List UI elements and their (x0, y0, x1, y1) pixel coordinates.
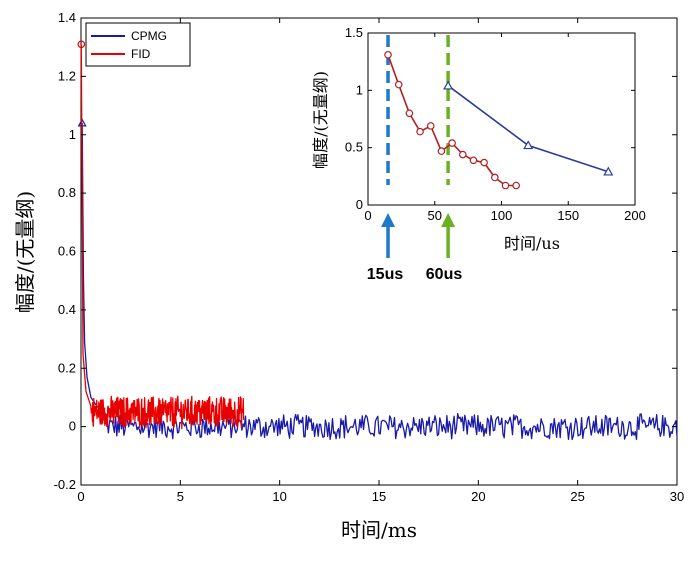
inset-x-tick-label: 150 (557, 208, 579, 223)
inset-series-fid-point (469, 156, 478, 165)
inset-series-fid-point (394, 80, 403, 89)
main-y-tick-label: 1 (69, 127, 76, 142)
inset-plot-area (367, 32, 636, 206)
inset-y-axis-label: 幅度/(无量纲) (311, 71, 330, 169)
main-x-tick-label: 5 (177, 489, 184, 504)
inset-y-tick-label: 0 (356, 197, 363, 212)
inset-y-tick-label: 1.5 (345, 25, 363, 40)
inset-series-fid-point (491, 173, 499, 182)
inset-x-tick-label: 0 (364, 208, 371, 223)
main-y-tick-label: 0.8 (58, 185, 76, 200)
inset-series-fid-point (405, 109, 414, 118)
main-y-tick-label: 1.4 (58, 10, 76, 25)
inset-marker-arrow-head-15us (381, 213, 396, 227)
inset-ticks-layer: 0 50 100 150 200 0 0.5 1 1.5 (345, 25, 646, 223)
main-x-tick-label: 10 (272, 489, 286, 504)
inset-series-cpmg-point (603, 166, 614, 176)
main-x-axis-label: 时间/ms (341, 518, 417, 542)
inset-y-tick-label: 0.5 (345, 140, 363, 155)
main-y-tick-label: 0 (69, 419, 76, 434)
marker-label-60us: 60us (426, 266, 463, 283)
inset-chart: 0 50 100 150 200 0 0.5 1 1.5 时间/us 幅度/(无量纲) 15us… (311, 25, 646, 283)
main-y-tick-label: 0.4 (58, 302, 76, 317)
inset-series-fid-point (437, 147, 446, 155)
main-series-fid-point (77, 40, 86, 49)
main-x-tick-label: 15 (372, 489, 386, 504)
legend-fid-label: FID (131, 47, 151, 61)
legend-box (85, 22, 191, 67)
inset-markers-layer (381, 35, 456, 258)
main-ticks-layer: 0 5 10 15 20 25 30-0.200.20.40.60.811.21.4 (54, 10, 685, 504)
inset-marker-arrow-head-60us (441, 213, 456, 227)
main-y-tick-label: 1.2 (58, 68, 76, 83)
inset-series-fid-point (416, 127, 424, 136)
inset-x-axis-label: 时间/us (504, 234, 560, 253)
main-y-axis-label: 幅度/(无量纲) (13, 191, 37, 313)
inset-x-tick-label: 50 (428, 208, 442, 223)
legend: CPMG FID (85, 22, 191, 67)
inset-series-cpmg-point (523, 140, 534, 150)
main-series-layer (77, 40, 678, 441)
inset-series-fid-point (480, 158, 488, 167)
inset-series-fid-point (384, 50, 392, 59)
inset-x-tick-label: 100 (491, 208, 513, 223)
inset-series-fid-point (458, 150, 467, 159)
inset-series-fid-point (501, 181, 510, 190)
inset-x-tick-label: 200 (624, 208, 646, 223)
legend-cpmg-label: CPMG (131, 29, 167, 43)
main-x-tick-label: 0 (77, 489, 84, 504)
marker-label-15us: 15us (367, 266, 404, 283)
inset-series-fid-point (426, 122, 435, 130)
main-y-tick-label: -0.2 (54, 477, 76, 492)
inset-y-tick-label: 1 (356, 82, 363, 97)
inset-series-cpmg-point (443, 80, 454, 90)
main-x-tick-label: 20 (471, 489, 485, 504)
main-series-fid-line (80, 44, 245, 430)
main-y-tick-label: 0.2 (58, 360, 76, 375)
inset-series-layer (384, 50, 614, 190)
inset-series-fid-point (512, 181, 520, 190)
inset-series-fid-point (448, 139, 456, 147)
main-x-tick-label: 25 (570, 489, 584, 504)
main-x-tick-label: 30 (670, 489, 684, 504)
main-y-tick-label: 0.6 (58, 244, 76, 259)
